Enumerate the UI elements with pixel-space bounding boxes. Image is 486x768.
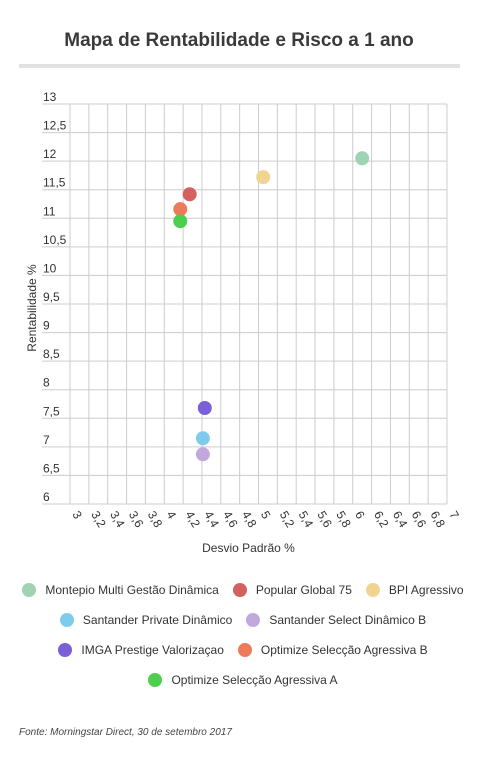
- y-tick-label: 12,5: [43, 119, 67, 133]
- data-point: [182, 187, 197, 202]
- legend-label: Montepio Multi Gestão Dinâmica: [45, 583, 219, 597]
- legend-label: Optimize Selecção Agressiva B: [260, 643, 428, 657]
- title-divider: [19, 64, 460, 68]
- chart-title: Mapa de Rentabilidade e Risco a 1 ano: [64, 30, 414, 51]
- legend-item[interactable]: Santander Select Dinâmico B: [246, 613, 426, 627]
- legend-row-2: Santander Private Dinâmico Santander Sel…: [0, 605, 486, 635]
- data-point: [173, 202, 188, 217]
- y-tick-label: 13: [43, 90, 57, 104]
- legend-label: Popular Global 75: [255, 583, 352, 597]
- x-tick-label: 5: [258, 509, 274, 522]
- legend-row-1: Montepio Multi Gestão Dinâmica Popular G…: [0, 575, 486, 605]
- y-tick-label: 6: [43, 490, 50, 504]
- x-tick-label: 3,8: [145, 509, 166, 531]
- x-tick-label: 4,4: [201, 509, 222, 531]
- legend-marker-icon: [246, 613, 261, 627]
- legend-marker-icon: [22, 583, 37, 597]
- y-axis-title: Rentabilidade %: [25, 264, 39, 352]
- x-tick-label: 3,4: [107, 509, 128, 531]
- legend-label: IMGA Prestige Valorizaçao: [81, 643, 224, 657]
- y-tick-label: 12: [43, 147, 57, 161]
- legend-marker-icon: [58, 643, 73, 657]
- x-tick-label: 3,6: [126, 509, 147, 531]
- legend-marker-icon: [232, 583, 247, 597]
- legend-item[interactable]: Santander Private Dinâmico: [59, 613, 233, 627]
- y-tick-label: 10: [43, 261, 57, 275]
- x-tick-label: 6,4: [390, 509, 411, 531]
- x-tick-label: 6: [352, 509, 368, 522]
- x-tick-label: 3: [69, 509, 85, 522]
- x-tick-label: 6,2: [371, 509, 392, 531]
- source-note: Fonte: Morningstar Direct, 30 de setembr…: [19, 727, 232, 738]
- legend-item[interactable]: BPI Agressivo: [365, 583, 464, 597]
- x-tick-label: 5,6: [314, 509, 335, 531]
- legend-label: Santander Select Dinâmico B: [269, 613, 427, 627]
- legend-marker-icon: [59, 613, 74, 627]
- x-tick-label: 6,6: [409, 509, 430, 531]
- legend-label: BPI Agressivo: [388, 583, 464, 597]
- legend-label: Optimize Selecção Agressiva A: [171, 673, 338, 687]
- scatter-chart: 3 3,23,43,63,84 4,24,44,64,85 5,25,45,65,86…: [25, 90, 462, 555]
- data-point: [197, 401, 212, 415]
- legend: Montepio Multi Gestão Dinâmica Popular G…: [0, 575, 486, 695]
- legend-item[interactable]: Montepio Multi Gestão Dinâmica: [22, 583, 219, 597]
- y-tick-label: 11,5: [43, 176, 66, 190]
- legend-row-4: Optimize Selecção Agressiva A: [0, 665, 486, 695]
- x-tick-label: 4,8: [239, 509, 260, 531]
- legend-label: Santander Private Dinâmico: [82, 613, 233, 627]
- legend-row-3: IMGA Prestige Valorizaçao Optimize Selec…: [0, 635, 486, 665]
- y-tick-label: 10,5: [43, 233, 67, 247]
- data-point: [355, 151, 370, 166]
- x-axis-title: Desvio Padrão %: [202, 541, 295, 555]
- legend-marker-icon: [237, 643, 252, 657]
- y-tick-label: 11: [43, 204, 56, 218]
- x-tick-label: 3,2: [88, 509, 109, 531]
- x-tick-label: 6,8: [428, 509, 449, 531]
- legend-marker-icon: [365, 583, 380, 597]
- data-point: [195, 431, 210, 446]
- y-tick-label: 8: [43, 376, 50, 390]
- y-tick-label: 7,5: [43, 404, 60, 418]
- y-tick-label: 6,5: [43, 461, 60, 475]
- data-point: [256, 170, 271, 185]
- legend-marker-icon: [148, 673, 163, 687]
- x-tick-label: 4,2: [183, 509, 204, 531]
- x-tick-label: 4: [164, 509, 180, 522]
- y-tick-label: 9,5: [43, 290, 60, 304]
- data-point: [173, 214, 188, 229]
- legend-item[interactable]: Optimize Selecção Agressiva A: [148, 673, 338, 687]
- x-tick-label: 5,2: [277, 509, 298, 531]
- y-tick-label: 7: [43, 433, 50, 447]
- legend-item[interactable]: IMGA Prestige Valorizaçao: [58, 643, 224, 657]
- x-tick-label: 7: [446, 509, 462, 522]
- x-tick-label: 4,6: [220, 509, 241, 531]
- legend-item[interactable]: Optimize Selecção Agressiva B: [237, 643, 428, 657]
- y-tick-label: 9: [43, 319, 50, 333]
- x-tick-label: 5,8: [333, 509, 354, 531]
- legend-item[interactable]: Popular Global 75: [232, 583, 352, 597]
- x-tick-label: 5,4: [296, 509, 317, 531]
- y-tick-label: 8,5: [43, 347, 60, 361]
- data-point: [195, 447, 210, 462]
